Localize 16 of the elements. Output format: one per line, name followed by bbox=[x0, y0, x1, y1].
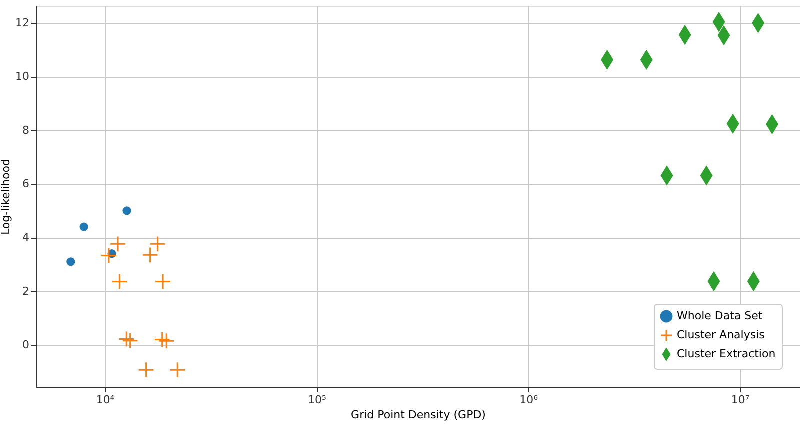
legend-label: Cluster Extraction bbox=[677, 348, 776, 360]
y-tick-label: 10 bbox=[16, 70, 30, 84]
x-tick-label: 10⁶ bbox=[520, 394, 539, 406]
x-tick-label: 10⁵ bbox=[308, 394, 326, 406]
x-tick-label: 10⁷ bbox=[731, 394, 750, 406]
x-tick-label: 10⁴ bbox=[96, 394, 116, 406]
x-axis-title: Grid Point Density (GPD) bbox=[351, 408, 486, 422]
y-tick-label: 2 bbox=[22, 284, 30, 298]
y-tick-label: 6 bbox=[22, 178, 30, 191]
legend-label: Cluster Analysis bbox=[677, 328, 766, 342]
y-tick-label: 8 bbox=[22, 124, 30, 137]
y-tick-label: 12 bbox=[16, 16, 30, 30]
y-axis-title: Log-likelihood bbox=[0, 158, 13, 236]
y-tick-label: 0 bbox=[22, 338, 30, 352]
legend-label: Whole Data Set bbox=[677, 310, 764, 322]
y-tick-label: 4 bbox=[22, 231, 30, 244]
